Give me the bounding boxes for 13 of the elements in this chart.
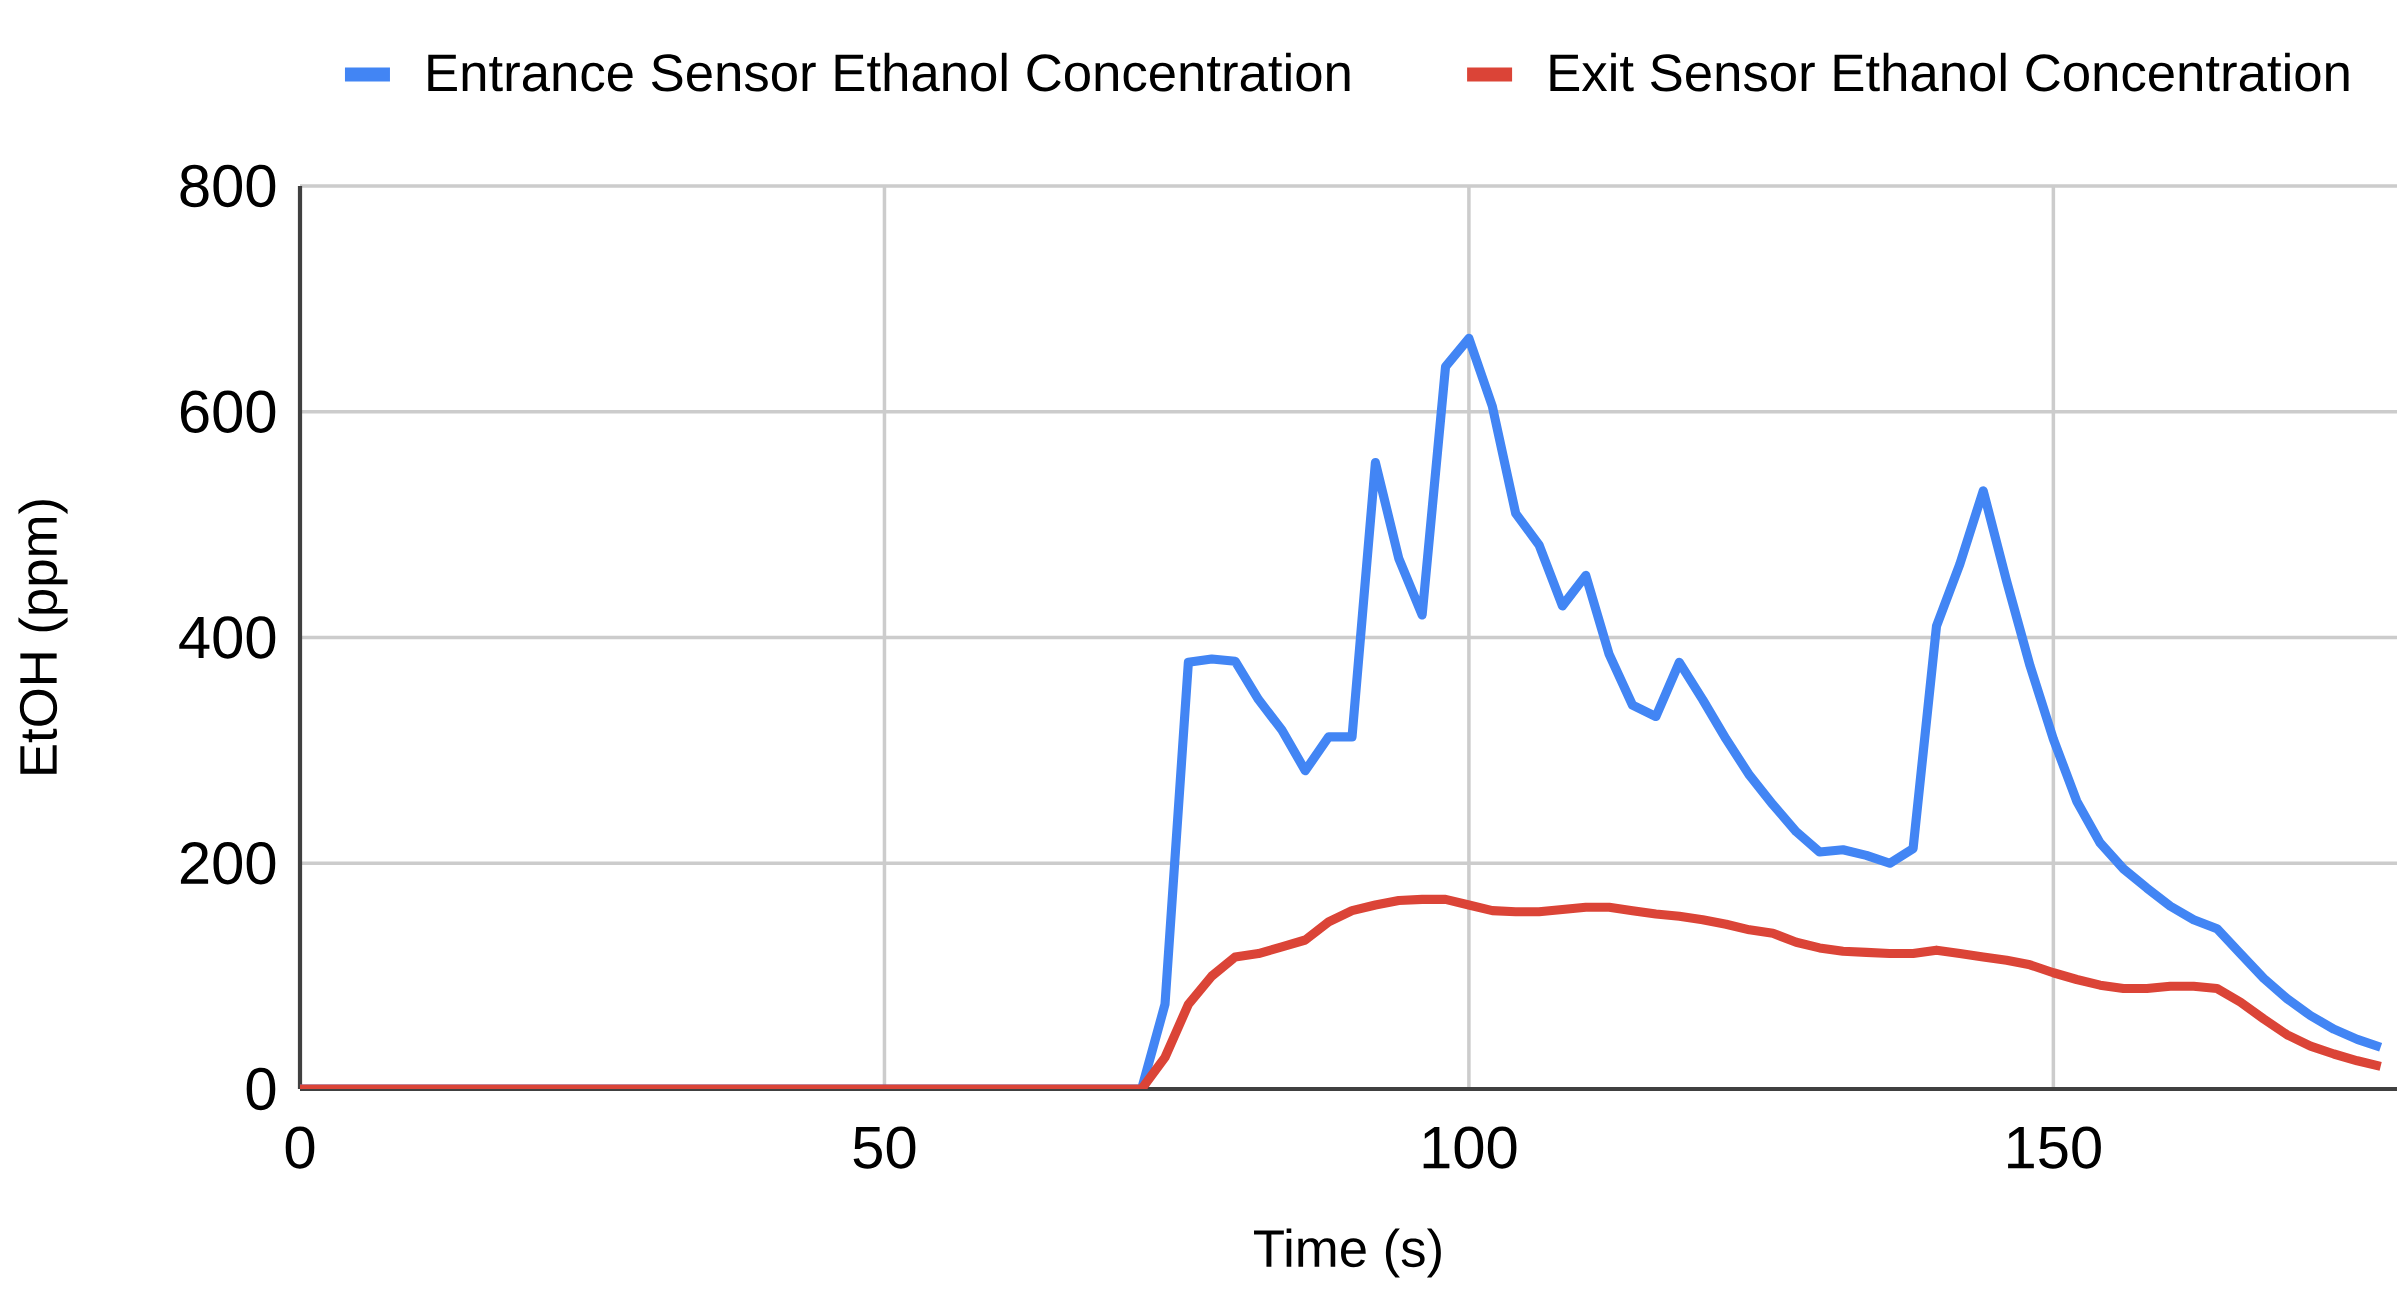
legend-label: Entrance Sensor Ethanol Concentration (428, 52, 1350, 92)
y-tick-label: 0 (246, 1067, 276, 1111)
x-tick-label: 150 (2008, 1126, 2101, 1169)
y-tick-label: 200 (180, 842, 276, 885)
y-tick-label: 800 (180, 164, 276, 208)
y-axis-title: EtOH (ppm) (18, 500, 68, 774)
x-tick-label: 50 (853, 1126, 916, 1169)
x-tick-label: 100 (1423, 1126, 1517, 1169)
y-tick-label: 600 (180, 390, 276, 433)
legend-label: Exit Sensor Ethanol Concentration (1550, 52, 2349, 92)
x-axis-title: Time (s) (1254, 1228, 1441, 1278)
y-tick-label: 400 (179, 616, 276, 659)
x-tick-label: 0 (285, 1126, 315, 1169)
